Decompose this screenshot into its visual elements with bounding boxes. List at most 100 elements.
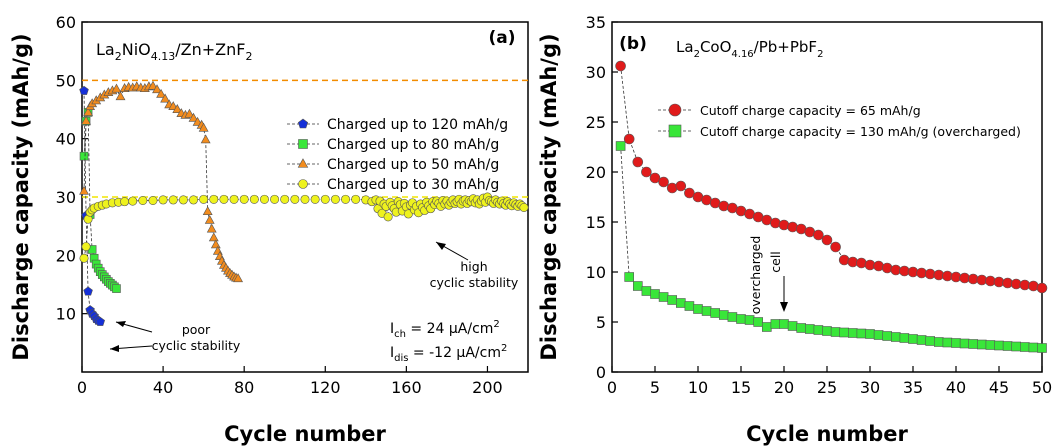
- data-point: [189, 195, 199, 205]
- series-line: [620, 65, 1043, 289]
- data-point: [112, 284, 121, 293]
- data-point: [942, 337, 953, 348]
- data-point: [873, 330, 884, 340]
- data-point: [1028, 342, 1039, 353]
- data-point: [383, 212, 393, 222]
- x-tick-label: 15: [731, 378, 751, 397]
- data-point: [976, 339, 987, 350]
- data-point: [148, 196, 158, 206]
- x-tick-label: 5: [650, 378, 660, 397]
- data-point: [994, 340, 1004, 351]
- data-point: [138, 196, 148, 206]
- data-point: [206, 223, 217, 233]
- data-point: [199, 194, 209, 204]
- x-tick-label: 35: [903, 378, 923, 397]
- data-point: [787, 321, 798, 331]
- data-point: [351, 194, 361, 204]
- data-point: [908, 334, 918, 344]
- data-point: [209, 194, 219, 204]
- data-point: [290, 194, 300, 204]
- panel-label-a: (a): [488, 28, 515, 48]
- legend-label: Cutoff charge capacity = 65 mAh/g: [700, 103, 921, 118]
- data-point: [172, 104, 183, 113]
- x-tick-label: 20: [774, 378, 794, 397]
- data-point: [79, 253, 89, 263]
- x-tick-label: 120: [310, 378, 341, 397]
- data-point: [128, 196, 138, 206]
- data-point: [718, 310, 729, 320]
- data-point: [675, 298, 686, 308]
- data-point: [641, 286, 652, 296]
- data-point: [615, 60, 626, 72]
- data-point: [210, 239, 221, 249]
- data-point: [804, 324, 815, 334]
- data-point: [933, 337, 944, 347]
- data-point: [968, 339, 979, 349]
- data-point: [684, 187, 695, 199]
- data-point: [667, 295, 678, 305]
- data-point: [649, 172, 661, 184]
- x-tick-label: 50: [1032, 378, 1052, 397]
- data-point: [83, 106, 94, 116]
- data-point: [701, 306, 712, 316]
- data-point: [320, 194, 330, 204]
- data-point: [624, 272, 635, 282]
- x-tick-label: 0: [607, 378, 617, 397]
- data-point: [158, 195, 168, 205]
- data-point: [83, 286, 93, 296]
- legend-marker: [668, 124, 682, 138]
- data-point: [152, 84, 162, 94]
- y-tick-label: 25: [586, 113, 606, 132]
- data-point: [249, 194, 259, 204]
- data-point: [821, 234, 833, 246]
- x-tick-label: 45: [989, 378, 1009, 397]
- data-point: [229, 194, 239, 204]
- y-tick-label: 15: [586, 213, 606, 232]
- x-tick-label: 200: [472, 378, 503, 397]
- legend-marker: [298, 139, 308, 149]
- y-tick-label: 20: [586, 163, 606, 182]
- condition-ich: Ich = 24 μA/cm2: [390, 319, 500, 340]
- data-point: [753, 317, 764, 327]
- data-point: [813, 229, 824, 241]
- data-point: [79, 85, 89, 95]
- data-point: [847, 328, 858, 338]
- data-point: [95, 316, 105, 326]
- data-point: [198, 122, 209, 132]
- legend-a: Charged up to 120 mAh/g Charged up to 80 …: [287, 117, 508, 193]
- data-point: [839, 327, 850, 338]
- data-point: [959, 338, 970, 349]
- arrowhead-poor-2: [110, 345, 119, 352]
- data-point: [779, 319, 789, 329]
- data-point: [830, 241, 841, 253]
- data-point: [1036, 282, 1048, 294]
- data-point: [270, 194, 280, 204]
- data-point: [310, 194, 320, 204]
- arrowhead-poor-1: [116, 321, 126, 327]
- data-point: [79, 185, 89, 195]
- legend-label: Charged up to 120 mAh/g: [327, 117, 508, 133]
- data-point: [219, 194, 229, 204]
- data-point: [188, 112, 199, 122]
- annotation-high-1: high: [460, 259, 487, 274]
- y-tick-label: 40: [56, 130, 76, 149]
- data-point: [890, 332, 901, 342]
- data-point: [259, 194, 269, 204]
- condition-idis: Idis = -12 μA/cm2: [390, 343, 507, 364]
- data-point: [951, 338, 961, 348]
- data-point: [770, 319, 781, 329]
- x-tick-label: 160: [391, 378, 422, 397]
- data-point: [1028, 280, 1039, 292]
- y-tick-label: 50: [56, 71, 76, 90]
- data-point: [200, 134, 211, 144]
- data-point: [330, 194, 340, 204]
- x-tick-label: 40: [946, 378, 966, 397]
- x-tick-label: 80: [234, 378, 254, 397]
- x-tick-label: 30: [860, 378, 880, 397]
- data-point: [168, 195, 178, 205]
- data-point: [178, 195, 188, 205]
- data-point: [693, 304, 703, 314]
- data-point: [761, 322, 772, 332]
- data-point: [202, 206, 213, 216]
